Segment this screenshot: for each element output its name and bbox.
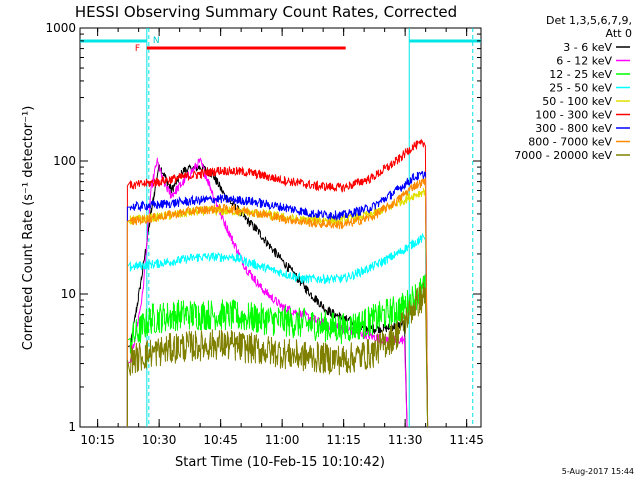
legend-entry-label: 12 - 25 keV: [549, 68, 612, 81]
y-tick-label: 1: [68, 420, 76, 434]
x-tick-label: 11:30: [388, 433, 423, 447]
legend-entry-label: 3 - 6 keV: [563, 41, 612, 54]
x-tick-label: 11:45: [449, 433, 484, 447]
x-tick-label: 11:15: [326, 433, 361, 447]
series-line: [126, 171, 429, 427]
legend-entry-label: 800 - 7000 keV: [528, 136, 612, 149]
legend-entry-label: 7000 - 20000 keV: [514, 149, 612, 162]
series-line: [126, 282, 429, 427]
legend-header-line-2: Att 0: [606, 27, 632, 40]
x-tick-label: 11:00: [265, 433, 300, 447]
series-layer: [126, 138, 429, 427]
series-line: [126, 273, 429, 427]
y-tick-label: 10: [61, 287, 76, 301]
annotations: F N: [80, 36, 481, 54]
y-axis-label: Corrected Count Rate (s⁻¹ detector⁻¹): [21, 106, 36, 351]
series-line: [126, 176, 429, 427]
x-axis-label: Start Time (10-Feb-15 10:10:42): [175, 455, 385, 470]
night-lines: [146, 28, 474, 427]
footer-date: 5-Aug-2017 15:44: [562, 467, 634, 476]
legend-entry-label: 100 - 300 keV: [535, 109, 612, 122]
legend-entry-label: 25 - 50 keV: [549, 82, 612, 95]
y-tick-label: 100: [53, 154, 76, 168]
x-tick-label: 10:30: [142, 433, 177, 447]
legend-entry-label: 50 - 100 keV: [542, 95, 612, 108]
y-tick-label: 1000: [45, 21, 76, 35]
legend-entry-label: 6 - 12 keV: [556, 55, 612, 68]
night-flag-label: N: [153, 36, 160, 46]
x-tick-label: 10:15: [80, 433, 115, 447]
series-line: [126, 157, 408, 427]
x-tick-label: 10:45: [203, 433, 238, 447]
legend-entry-label: 300 - 800 keV: [535, 122, 612, 135]
series-line: [126, 138, 429, 427]
plot-frame: [79, 27, 482, 428]
legend-header-line-1: Det 1,3,5,6,7,9,: [546, 14, 632, 27]
chart-title: HESSI Observing Summary Count Rates, Cor…: [75, 3, 457, 21]
flare-flag-label: F: [135, 44, 140, 54]
axes: 10:15 10:30 10:45 11:00 11:15 11:30 11:45 1 10 10…: [45, 21, 483, 447]
series-line: [126, 232, 429, 427]
